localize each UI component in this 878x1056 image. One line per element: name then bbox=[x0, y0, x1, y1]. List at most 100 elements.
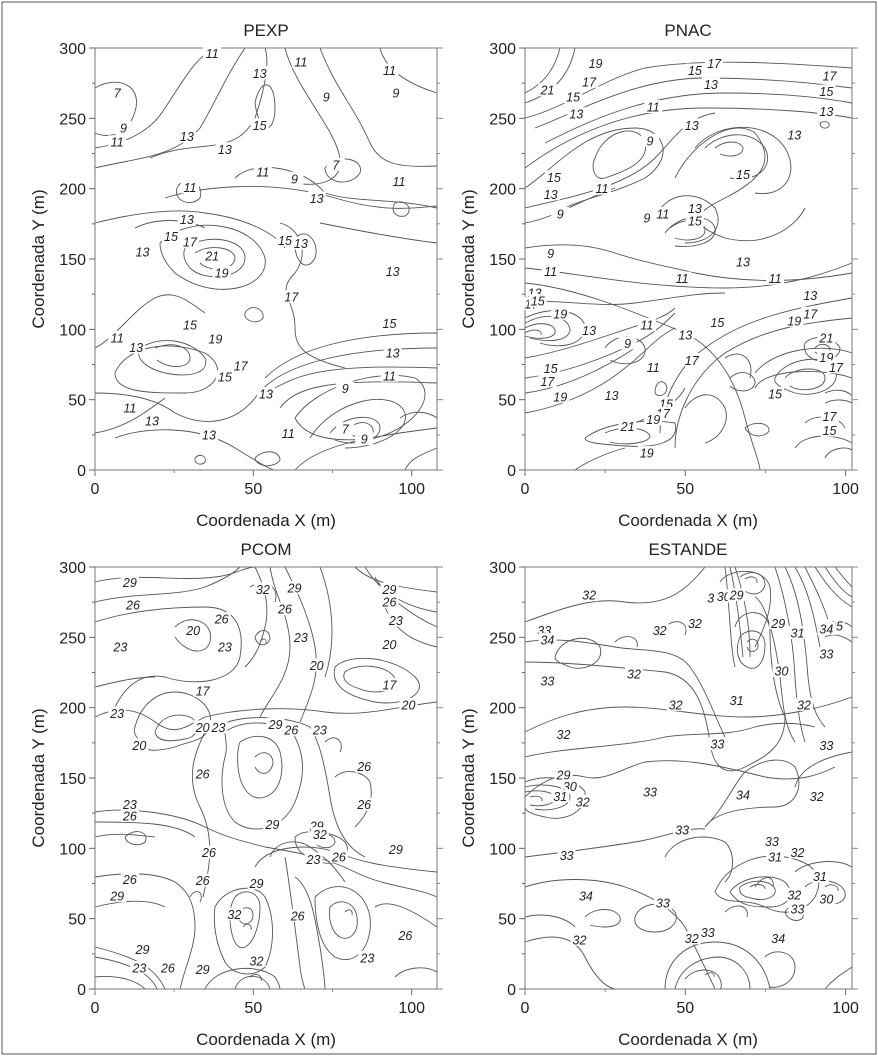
contour-label: 33 bbox=[710, 738, 724, 752]
contour-label: 21 bbox=[620, 420, 635, 434]
contour-label-bg bbox=[215, 370, 234, 384]
contour-label: 11 bbox=[206, 47, 219, 61]
contour-label-bg bbox=[676, 327, 695, 341]
contour-label-bg bbox=[329, 849, 348, 863]
contour-label: 23 bbox=[211, 721, 226, 735]
contour-label: 17 bbox=[284, 290, 299, 304]
contour-label-bg bbox=[769, 616, 788, 630]
contour-label: 32 bbox=[576, 795, 590, 809]
y-tick-label: 100 bbox=[59, 841, 86, 858]
contour-label: 9 bbox=[323, 91, 330, 105]
contour-label-bg bbox=[538, 673, 557, 687]
contour-label: 13 bbox=[129, 341, 143, 355]
contour-label-bg bbox=[734, 167, 752, 181]
y-tick-label: 100 bbox=[489, 841, 516, 858]
contour-label: 33 bbox=[540, 674, 554, 688]
contour-label-bg bbox=[114, 121, 133, 135]
contour-label-bg bbox=[177, 129, 196, 143]
contour-label-bg bbox=[209, 720, 228, 734]
contour-label-bg bbox=[685, 201, 704, 215]
contour-label-bg bbox=[807, 789, 826, 803]
contour-label: 32 bbox=[256, 583, 270, 597]
y-tick-label: 50 bbox=[68, 912, 86, 929]
contour-label: 30 bbox=[717, 590, 731, 604]
y-tick-label: 0 bbox=[507, 463, 516, 480]
contour-label-bg bbox=[817, 738, 836, 752]
contour-label-bg bbox=[250, 66, 269, 80]
contour-label: 15 bbox=[183, 319, 197, 333]
contour-label-bg bbox=[380, 678, 399, 692]
contour-label: 29 bbox=[388, 843, 403, 857]
contour-label: 11 bbox=[595, 182, 608, 196]
contour-label: 11 bbox=[544, 265, 557, 279]
contour-label-bg bbox=[181, 180, 199, 194]
contour-label-bg bbox=[206, 332, 225, 346]
contour-label-bg bbox=[108, 889, 127, 903]
contour-label: 15 bbox=[531, 295, 545, 309]
contour-label: 20 bbox=[382, 638, 397, 652]
contour-label: 20 bbox=[401, 698, 416, 712]
contour-label: 19 bbox=[640, 447, 654, 461]
contour-label-bg bbox=[602, 388, 621, 402]
y-axis-label: Coordenada Y (m) bbox=[29, 708, 48, 847]
contour-label-bg bbox=[193, 962, 212, 976]
contour-label: 29 bbox=[122, 576, 137, 590]
contour-label: 9 bbox=[342, 382, 349, 396]
contour-label: 31 bbox=[813, 870, 827, 884]
contour-label-bg bbox=[785, 887, 804, 901]
contour-label: 15 bbox=[710, 316, 724, 330]
y-tick-label: 250 bbox=[59, 111, 86, 128]
contour-label: 23 bbox=[306, 853, 321, 867]
contour-label-bg bbox=[682, 931, 701, 945]
contour-label-bg bbox=[310, 827, 329, 841]
contour-label: 23 bbox=[112, 641, 127, 655]
contour-label: 13 bbox=[819, 105, 833, 119]
contour-label: 19 bbox=[787, 314, 801, 328]
y-axis-label: Coordenada Y (m) bbox=[459, 189, 478, 328]
contour-label-bg bbox=[625, 666, 643, 680]
contour-label-bg bbox=[801, 288, 820, 302]
panel-title: ESTANDE bbox=[648, 540, 727, 559]
contour-label: 26 bbox=[277, 603, 292, 617]
contour-label: 29 bbox=[264, 818, 279, 832]
y-tick-label: 300 bbox=[489, 560, 516, 577]
contour-label: 15 bbox=[218, 371, 232, 385]
contour-label-bg bbox=[282, 723, 301, 737]
contour-label-bg bbox=[551, 389, 570, 403]
contour-label-bg bbox=[570, 932, 589, 946]
contour-label-bg bbox=[231, 358, 250, 372]
contour-label-bg bbox=[734, 787, 752, 801]
contour-label-bg bbox=[637, 446, 656, 460]
x-tick-label: 100 bbox=[832, 1000, 859, 1017]
contour-label: 15 bbox=[688, 215, 702, 229]
contour-label: 11 bbox=[640, 319, 653, 333]
y-tick-label: 250 bbox=[489, 630, 516, 647]
y-tick-label: 50 bbox=[498, 912, 516, 929]
axes: 0 50 100 0 50 100 150 200 250 300 bbox=[59, 41, 443, 498]
x-tick-label: 0 bbox=[91, 1000, 100, 1017]
axes: 0 50 100 0 50 100 150 200 250 300 bbox=[489, 560, 859, 1017]
contour-label-bg bbox=[653, 206, 672, 220]
x-tick-label: 50 bbox=[676, 1000, 694, 1017]
y-axis-label: Coordenada Y (m) bbox=[459, 708, 478, 847]
contour-label: 33 bbox=[819, 739, 833, 753]
contour-label-bg bbox=[701, 77, 720, 91]
contour-label-bg bbox=[653, 896, 672, 910]
contour-label: 34 bbox=[819, 622, 833, 636]
contour-label: 15 bbox=[736, 168, 750, 182]
contour-label-bg bbox=[580, 323, 599, 337]
x-tick-label: 0 bbox=[521, 1000, 530, 1017]
x-tick-label: 100 bbox=[832, 481, 859, 498]
contour-label-bg bbox=[184, 623, 203, 637]
contour-label: 11 bbox=[769, 272, 782, 286]
contour-label: 13 bbox=[145, 414, 159, 428]
contour-label: 20 bbox=[195, 721, 210, 735]
contour-label-bg bbox=[637, 211, 656, 225]
contour-label: 34 bbox=[540, 634, 554, 648]
contour-label-bg bbox=[386, 86, 405, 100]
contour-label-bg bbox=[212, 266, 231, 280]
contour-label: 26 bbox=[201, 846, 216, 860]
contour-label-bg bbox=[666, 697, 685, 711]
